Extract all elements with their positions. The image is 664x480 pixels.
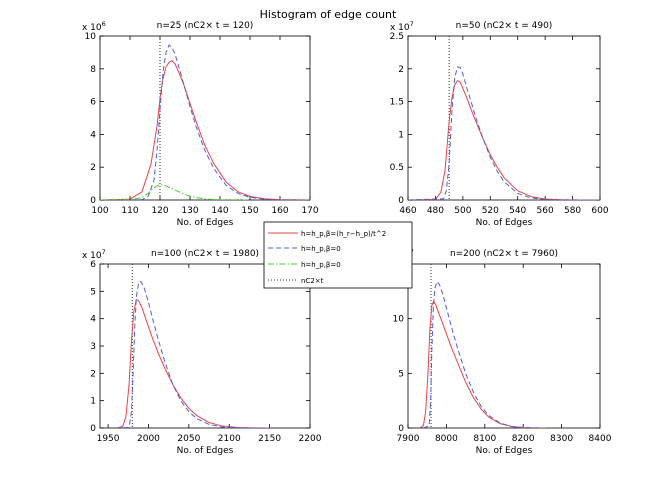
legend-entry-2: h=h_p,β=0: [268, 245, 341, 253]
series-line-2: [116, 281, 270, 428]
x-axis-label: No. of Edges: [177, 218, 234, 228]
y-tick-label: 6: [90, 260, 96, 270]
legend-entry-4: nC2×t: [268, 277, 324, 285]
y-tick-label: 1: [90, 397, 96, 407]
subplot-title: n=50 (nC2× t = 490): [456, 21, 553, 31]
series-line-1: [408, 80, 600, 200]
series-line-2: [408, 66, 600, 200]
subplot-title: n=200 (nC2× t = 7960): [450, 249, 558, 259]
x-tick-label: 560: [537, 206, 554, 216]
y-tick-label: 4: [90, 130, 96, 140]
y-tick-label: 5: [90, 287, 96, 297]
x-tick-label: 520: [482, 206, 499, 216]
x-tick-label: 170: [301, 206, 318, 216]
x-tick-label: 160: [271, 206, 288, 216]
legend-entry-3: h=h_p,β=0: [268, 261, 341, 269]
y-tick-label: 10: [85, 32, 97, 42]
subplot-1: 100 110 120 130 140 150 160 170 0 2 4 6 8 10x 106 n=25…: [82, 20, 319, 228]
x-tick-label: 8200: [512, 434, 535, 444]
x-tick-label: 600: [591, 206, 608, 216]
legend-label-1: h=h_p,β=(h_r−h_p)/t^2: [301, 230, 386, 238]
legend: h=h_p,β=(h_r−h_p)/t^2 h=h_p,β=0 h=h_p,β=…: [263, 221, 413, 289]
y-tick-label: 0: [90, 196, 96, 206]
series-line-2: [100, 44, 310, 200]
x-tick-label: 110: [121, 206, 138, 216]
legend-label-4: nC2×t: [301, 277, 324, 285]
y-tick-label: 1.5: [390, 98, 404, 108]
legend-label-2: h=h_p,β=0: [301, 245, 341, 253]
subplot-2: 460 480 500 520 540 560 580 600 0 0.5 1 1.5 2 2.5x 10…: [390, 20, 609, 228]
y-tick-label: 4: [90, 315, 96, 325]
axis-multiplier: x 107: [390, 20, 414, 33]
x-axis-label: No. of Edges: [476, 446, 533, 456]
x-tick-label: 580: [564, 206, 581, 216]
y-tick-label: 2.5: [390, 32, 404, 42]
figure-title: Histogram of edge count: [260, 8, 397, 21]
y-tick-label: 6: [90, 98, 96, 108]
x-tick-label: 2000: [137, 434, 160, 444]
x-tick-label: 540: [509, 206, 526, 216]
legend-entry-1: h=h_p,β=(h_r−h_p)/t^2: [268, 230, 386, 238]
y-tick-label: 3: [90, 342, 96, 352]
x-tick-label: 100: [91, 206, 108, 216]
x-tick-label: 2150: [258, 434, 281, 444]
x-tick-label: 2100: [218, 434, 241, 444]
x-tick-label: 8000: [435, 434, 458, 444]
y-tick-label: 10: [393, 315, 405, 325]
x-axis-label: No. of Edges: [177, 446, 234, 456]
x-tick-label: 8300: [550, 434, 573, 444]
subplot-title: n=100 (nC2× t = 1980): [151, 249, 259, 259]
x-tick-label: 130: [181, 206, 198, 216]
series-line-3: [100, 183, 251, 200]
axis-multiplier: x 106: [82, 20, 106, 33]
x-axis-label: No. of Edges: [476, 218, 533, 228]
x-tick-label: 8400: [589, 434, 612, 444]
y-tick-label: 2: [90, 369, 96, 379]
y-tick-label: 0.5: [390, 163, 404, 173]
x-tick-label: 1950: [97, 434, 120, 444]
subplot-3: 1950 2000 2050 2100 2150 2200 0 1 2 3 4 5 6x 107 n=10…: [82, 248, 322, 456]
x-tick-label: 120: [151, 206, 168, 216]
y-tick-label: 0: [398, 424, 404, 434]
x-tick-label: 140: [211, 206, 228, 216]
series-line-1: [116, 299, 270, 428]
subplot-title: n=25 (nC2× t = 120): [157, 21, 254, 31]
axes-frame: [99, 35, 311, 201]
x-tick-label: 460: [399, 206, 416, 216]
x-tick-label: 480: [427, 206, 444, 216]
axes-frame: [407, 263, 601, 429]
axes-frame: [407, 35, 601, 201]
series-line-2: [423, 280, 547, 428]
series-line-1: [100, 60, 310, 200]
y-tick-label: 5: [398, 369, 404, 379]
axis-multiplier: x 107: [82, 248, 106, 261]
x-tick-label: 2200: [299, 434, 322, 444]
x-tick-label: 150: [241, 206, 258, 216]
y-tick-label: 1: [398, 130, 404, 140]
y-tick-label: 0: [398, 196, 404, 206]
y-tick-label: 0: [90, 424, 96, 434]
x-tick-label: 8100: [473, 434, 496, 444]
series-line-1: [419, 300, 547, 428]
y-tick-label: 2: [90, 163, 96, 173]
y-tick-label: 2: [398, 65, 404, 75]
x-tick-label: 2050: [177, 434, 200, 444]
legend-label-3: h=h_p,β=0: [301, 261, 341, 269]
subplot-4: 790080008100820083008400051015x 107n=200…: [390, 248, 612, 456]
y-tick-label: 8: [90, 65, 96, 75]
x-tick-label: 500: [454, 206, 471, 216]
x-tick-label: 7900: [397, 434, 420, 444]
